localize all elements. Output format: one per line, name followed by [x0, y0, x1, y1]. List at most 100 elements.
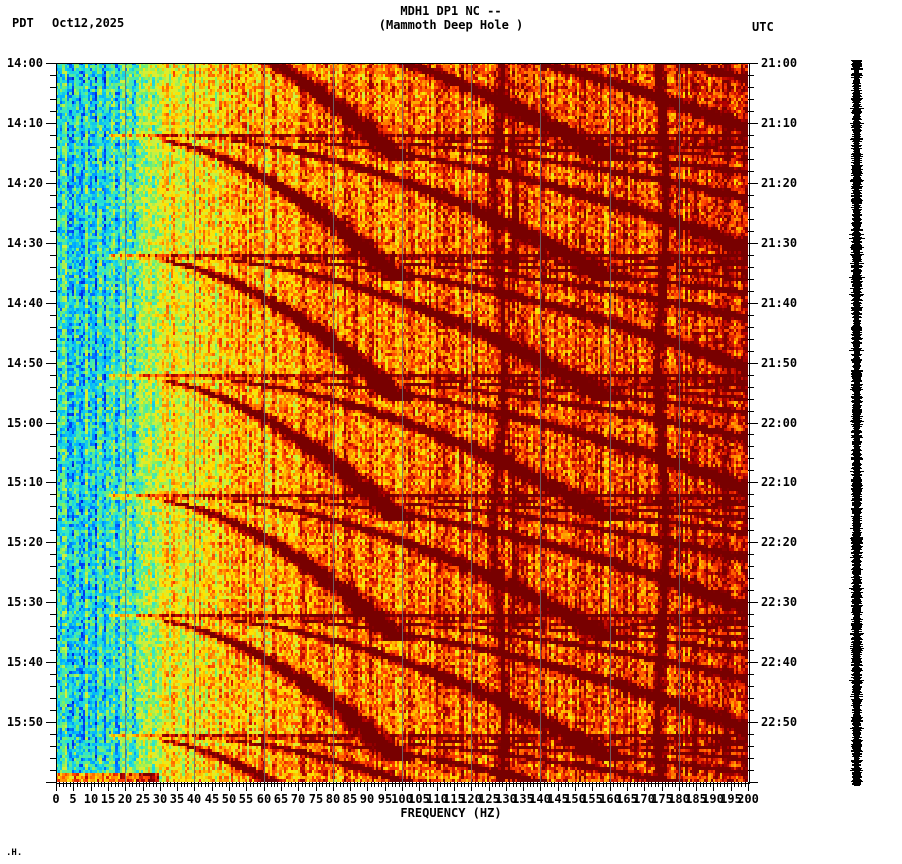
- freq-minor-tick: [710, 782, 711, 787]
- freq-tick-label: 145: [547, 792, 569, 806]
- freq-minor-tick: [326, 782, 327, 787]
- freq-minor-tick: [689, 782, 690, 787]
- right-minor-tick: [748, 315, 754, 316]
- freq-major-tick: [610, 782, 611, 791]
- freq-minor-tick: [589, 782, 590, 787]
- freq-minor-tick: [409, 782, 410, 787]
- right-time-tick-label: 21:50: [761, 356, 798, 370]
- freq-minor-tick: [544, 782, 545, 787]
- freq-minor-tick: [509, 782, 510, 787]
- freq-major-tick: [125, 782, 126, 791]
- left-minor-tick: [50, 518, 56, 519]
- freq-major-tick: [558, 782, 559, 791]
- freq-minor-tick: [94, 782, 95, 787]
- right-minor-tick: [748, 111, 754, 112]
- freq-minor-tick: [430, 782, 431, 787]
- freq-major-tick: [454, 782, 455, 791]
- freq-major-tick: [627, 782, 628, 791]
- freq-tick-label: 165: [616, 792, 638, 806]
- freq-major-tick: [281, 782, 282, 791]
- freq-minor-tick: [101, 782, 102, 787]
- freq-major-tick: [471, 782, 472, 791]
- freq-minor-tick: [374, 782, 375, 787]
- spectrogram-plot[interactable]: [56, 63, 748, 782]
- freq-tick-label: 150: [564, 792, 586, 806]
- left-minor-tick: [50, 279, 56, 280]
- freq-minor-tick: [444, 782, 445, 787]
- left-minor-tick: [50, 411, 56, 412]
- freq-minor-tick: [243, 782, 244, 787]
- freq-minor-tick: [475, 782, 476, 787]
- left-time-tick-label: 15:30: [6, 595, 43, 609]
- freq-minor-tick: [63, 782, 64, 787]
- right-minor-tick: [748, 375, 754, 376]
- left-minor-tick: [50, 578, 56, 579]
- right-minor-tick: [748, 734, 754, 735]
- freq-minor-tick: [84, 782, 85, 787]
- freq-minor-tick: [305, 782, 306, 787]
- freq-minor-tick: [405, 782, 406, 787]
- right-minor-tick: [748, 231, 754, 232]
- freq-major-tick: [264, 782, 265, 791]
- freq-minor-tick: [533, 782, 534, 787]
- freq-minor-tick: [271, 782, 272, 787]
- freq-major-tick: [298, 782, 299, 791]
- freq-minor-tick: [675, 782, 676, 787]
- freq-major-tick: [489, 782, 490, 791]
- freq-minor-tick: [291, 782, 292, 787]
- freq-minor-tick: [578, 782, 579, 787]
- left-minor-tick: [50, 506, 56, 507]
- left-minor-tick: [50, 75, 56, 76]
- freq-minor-tick: [253, 782, 254, 787]
- freq-major-tick: [143, 782, 144, 791]
- freq-minor-tick: [312, 782, 313, 787]
- freq-tick-label: 160: [599, 792, 621, 806]
- freq-minor-tick: [623, 782, 624, 787]
- right-major-tick: [748, 542, 758, 543]
- freq-minor-tick: [478, 782, 479, 787]
- freq-minor-tick: [257, 782, 258, 787]
- right-time-tick-label: 21:20: [761, 176, 798, 190]
- freq-minor-tick: [115, 782, 116, 787]
- right-minor-tick: [748, 99, 754, 100]
- freq-major-tick: [91, 782, 92, 791]
- left-minor-tick: [50, 111, 56, 112]
- freq-minor-tick: [606, 782, 607, 787]
- freq-minor-tick: [167, 782, 168, 787]
- freq-minor-tick: [302, 782, 303, 787]
- freq-tick-label: 25: [135, 792, 151, 806]
- freq-minor-tick: [239, 782, 240, 787]
- left-time-tick-label: 14:50: [6, 356, 43, 370]
- freq-minor-tick: [585, 782, 586, 787]
- freq-tick-label: 90: [359, 792, 375, 806]
- right-minor-tick: [748, 446, 754, 447]
- freq-major-tick: [748, 782, 749, 791]
- freq-minor-tick: [277, 782, 278, 787]
- left-major-tick: [46, 363, 56, 364]
- freq-minor-tick: [450, 782, 451, 787]
- freq-minor-tick: [485, 782, 486, 787]
- freq-minor-tick: [111, 782, 112, 787]
- freq-tick-label: 55: [238, 792, 254, 806]
- left-minor-tick: [50, 614, 56, 615]
- freq-minor-tick: [499, 782, 500, 787]
- right-minor-tick: [748, 351, 754, 352]
- left-minor-tick: [50, 434, 56, 435]
- freq-minor-tick: [530, 782, 531, 787]
- left-minor-tick: [50, 746, 56, 747]
- left-minor-tick: [50, 159, 56, 160]
- freq-minor-tick: [630, 782, 631, 787]
- left-minor-tick: [50, 207, 56, 208]
- right-minor-tick: [748, 746, 754, 747]
- freq-minor-tick: [693, 782, 694, 787]
- right-minor-tick: [748, 87, 754, 88]
- freq-major-tick: [246, 782, 247, 791]
- freq-minor-tick: [174, 782, 175, 787]
- freq-minor-tick: [295, 782, 296, 787]
- left-time-tick-label: 14:00: [6, 56, 43, 70]
- left-minor-tick: [50, 758, 56, 759]
- right-major-tick: [748, 662, 758, 663]
- freq-tick-label: 180: [668, 792, 690, 806]
- freq-minor-tick: [219, 782, 220, 787]
- left-minor-tick: [50, 470, 56, 471]
